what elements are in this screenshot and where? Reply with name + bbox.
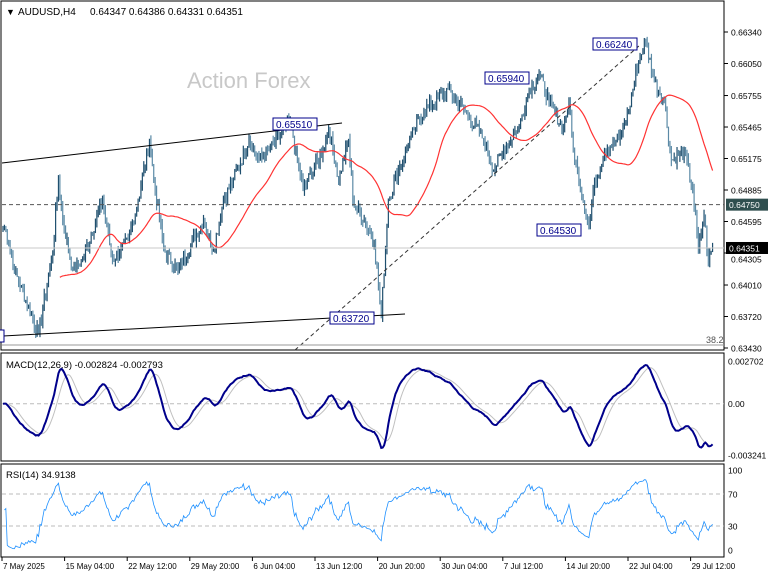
macd-tick-label: 0.002702 xyxy=(728,357,764,367)
collapse-arrow-icon[interactable]: ▼ xyxy=(6,7,15,17)
y-tick-label: 0.65755 xyxy=(731,91,762,101)
macd-panel xyxy=(0,352,725,462)
price-marker-label: 0.63720 xyxy=(333,314,370,325)
price-marker-label: 0.65940 xyxy=(488,74,525,85)
fib-level-label: 38.2 xyxy=(706,335,724,345)
x-tick-label: 15 May 04:00 xyxy=(66,562,115,571)
symbol-label: AUDUSD,H4 xyxy=(18,7,76,18)
x-tick-label: 30 Jun 04:00 xyxy=(441,562,488,571)
rsi-tick-label: 70 xyxy=(728,490,738,500)
macd-tick-label: -0.003241 xyxy=(728,451,767,461)
y-tick-label: 0.63720 xyxy=(731,312,762,322)
y-tick-label: 0.66050 xyxy=(731,59,762,69)
current-price-tag: 0.64351 xyxy=(729,243,760,253)
rsi-tick-label: 100 xyxy=(728,466,742,476)
y-tick-label: 0.66340 xyxy=(731,28,762,38)
x-tick-label: 6 Jun 04:00 xyxy=(253,562,295,571)
macd-tick-label: 0.00 xyxy=(728,399,745,409)
macd-title: MACD(12,26,9) -0.002824 -0.002793 xyxy=(6,360,163,371)
price-marker-label: 0.65510 xyxy=(276,120,313,131)
rsi-tick-label: 30 xyxy=(728,522,738,532)
price-marker-box xyxy=(592,37,638,51)
rsi-tick-label: 0 xyxy=(728,546,733,556)
rsi-title: RSI(14) 34.9138 xyxy=(6,470,76,481)
x-tick-label: 20 Jun 20:00 xyxy=(379,562,426,571)
y-tick-label: 0.64885 xyxy=(731,186,762,196)
y-tick-label: 0.64305 xyxy=(731,254,762,264)
x-tick-label: 29 May 20:00 xyxy=(191,562,240,571)
level-price-tag: 0.64750 xyxy=(729,200,760,210)
moving-average-line xyxy=(59,94,714,278)
y-tick-label: 0.64010 xyxy=(731,281,762,291)
y-tick-label: 0.65175 xyxy=(731,154,762,164)
y-tick-label: 0.64595 xyxy=(731,217,762,227)
rsi-panel xyxy=(0,463,725,558)
x-tick-label: 22 Jul 04:00 xyxy=(629,562,673,571)
rsi-line xyxy=(4,479,713,550)
x-tick-label: 14 Jul 20:00 xyxy=(566,562,610,571)
x-tick-label: 13 Jun 12:00 xyxy=(316,562,363,571)
price-marker-box xyxy=(536,223,582,237)
y-tick-label: 0.65465 xyxy=(731,123,762,133)
y-tick-label: 0.63430 xyxy=(731,344,762,354)
current-price-tag-bg xyxy=(726,241,768,254)
x-tick-label: 7 Jul 12:00 xyxy=(504,562,544,571)
watermark: Action Forex xyxy=(187,68,311,93)
price-marker-box xyxy=(272,117,318,131)
price-marker-box xyxy=(0,329,5,343)
macd-signal-line xyxy=(2,367,713,446)
x-tick-label: 7 May 2025 xyxy=(3,562,45,571)
price-marker-box xyxy=(484,71,530,85)
level-price-tag-bg xyxy=(726,198,768,211)
x-tick-label: 22 May 12:00 xyxy=(128,562,177,571)
ohlc-readout: 0.64347 0.64386 0.64331 0.64351 xyxy=(90,7,243,18)
price-marker-label: 0.66240 xyxy=(596,40,633,51)
macd-line xyxy=(2,364,714,450)
x-tick-label: 29 Jul 12:00 xyxy=(692,562,736,571)
price-panel xyxy=(0,0,725,351)
price-marker-box xyxy=(329,311,375,325)
price-marker-label: 0.64530 xyxy=(540,226,577,237)
